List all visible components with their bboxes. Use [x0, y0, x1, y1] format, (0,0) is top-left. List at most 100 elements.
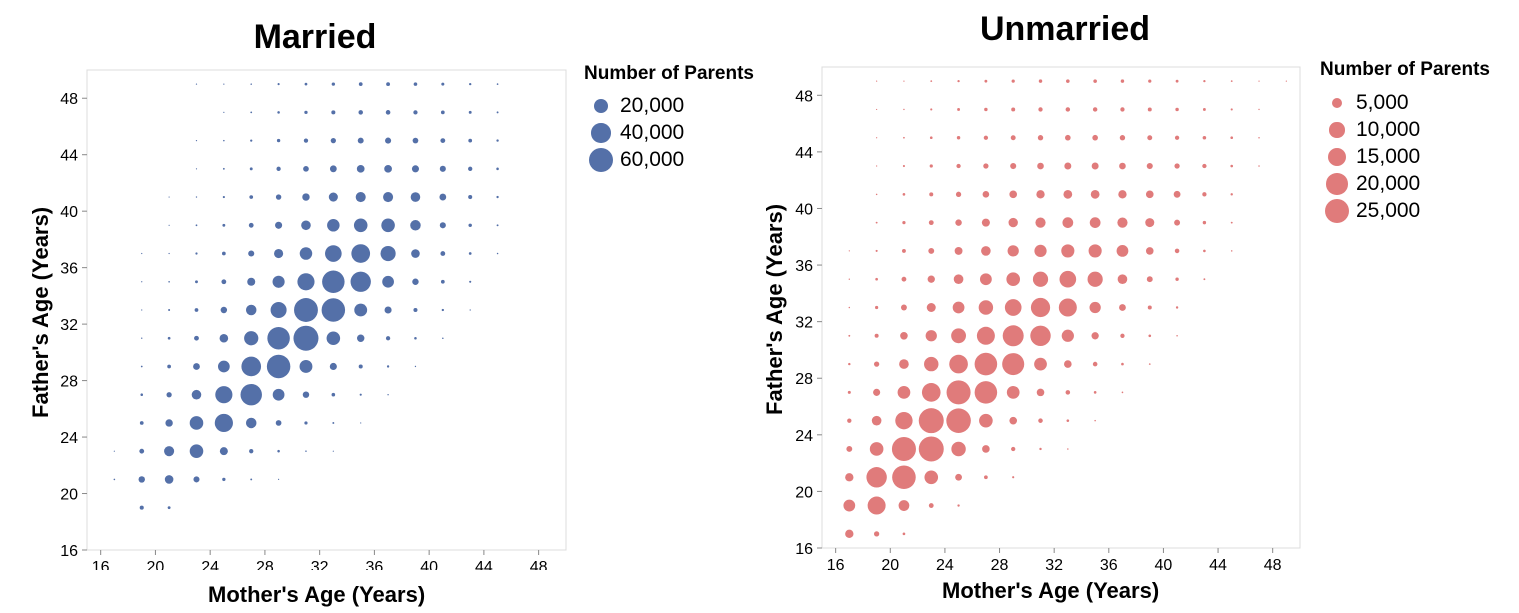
data-point [277, 111, 280, 114]
data-point [141, 281, 143, 283]
data-point [245, 417, 257, 429]
data-point [302, 391, 310, 398]
data-point [351, 244, 371, 263]
data-point [220, 306, 228, 314]
data-point [360, 422, 362, 424]
data-point [141, 252, 143, 255]
data-point [1175, 277, 1179, 281]
data-point [1092, 134, 1098, 141]
data-point [1147, 135, 1153, 141]
data-point [900, 331, 908, 340]
data-point [929, 164, 933, 168]
unmarried-plot: 16 20 24 28 32 36 40 44 48 16 20 24 28 32 36 40 44 48 [795, 66, 1301, 570]
data-point [332, 450, 334, 452]
data-point [1034, 244, 1047, 258]
data-point [873, 531, 880, 537]
data-point [848, 250, 850, 252]
data-point [1012, 476, 1015, 479]
married-plot: 16 20 24 28 32 36 40 44 48 16 20 24 28 32 36 40 44 48 [60, 69, 567, 570]
data-point [892, 465, 916, 490]
legend-item: 5,000 [1324, 91, 1409, 115]
data-point [843, 499, 856, 512]
data-point [1008, 217, 1018, 228]
data-point [385, 110, 391, 115]
data-point [250, 139, 253, 142]
data-point [496, 167, 499, 171]
married-x-axis-title: Mother's Age (Years) [208, 582, 426, 607]
data-point [1093, 79, 1097, 83]
data-point [1089, 217, 1101, 228]
data-point [195, 196, 198, 198]
data-point [1038, 107, 1043, 112]
data-point [278, 478, 280, 481]
data-point [900, 304, 907, 311]
data-point [167, 506, 171, 510]
data-point [412, 137, 419, 144]
data-point [1030, 325, 1051, 347]
data-point [276, 166, 281, 171]
data-point [848, 334, 851, 337]
married-legend-title: Number of Parents [584, 63, 754, 84]
data-point [354, 303, 368, 317]
data-point [139, 505, 144, 510]
data-point [1009, 190, 1017, 199]
data-point [302, 193, 310, 201]
y-tick-label: 20 [60, 487, 78, 504]
data-point [1230, 193, 1233, 196]
data-point [304, 110, 308, 115]
data-point [1119, 162, 1126, 170]
data-point [248, 222, 254, 228]
data-point [869, 442, 884, 456]
data-point [275, 420, 282, 426]
data-point [1064, 360, 1072, 368]
data-point [215, 386, 233, 404]
data-point [1120, 79, 1125, 83]
data-point [1203, 249, 1206, 253]
data-point [1202, 220, 1207, 225]
data-point [1067, 448, 1069, 450]
data-point [1119, 304, 1126, 311]
data-point [382, 275, 394, 288]
data-point [440, 279, 445, 284]
data-point [951, 328, 966, 344]
legend-item: 60,000 [588, 148, 684, 172]
data-point [272, 388, 285, 401]
data-point [355, 192, 366, 203]
data-point [1059, 270, 1077, 288]
data-point [1002, 353, 1025, 376]
x-tick-label: 32 [1045, 557, 1063, 570]
legend-label: 20,000 [1356, 172, 1421, 195]
data-point [1006, 386, 1020, 399]
data-point [168, 308, 171, 312]
data-point [1121, 362, 1124, 366]
data-point [1034, 357, 1047, 371]
data-point [902, 532, 906, 536]
data-point [1145, 247, 1154, 255]
x-tick-label: 44 [475, 559, 493, 570]
data-point [386, 365, 390, 368]
legend-item: 20,000 [1324, 172, 1420, 196]
data-point [866, 467, 887, 488]
data-point [332, 421, 335, 424]
plot-frame [821, 66, 1301, 549]
data-point [1088, 244, 1102, 258]
data-point [214, 413, 233, 433]
data-point [875, 193, 878, 196]
y-tick-label: 36 [795, 258, 813, 275]
data-point [927, 275, 935, 283]
data-point [876, 108, 878, 111]
data-point [1037, 135, 1044, 141]
data-point [1002, 325, 1024, 347]
data-point [240, 383, 262, 406]
data-point [1061, 244, 1075, 258]
data-point [1036, 388, 1045, 397]
data-point [1176, 335, 1178, 337]
y-tick-label: 48 [60, 91, 78, 108]
data-point [165, 419, 173, 427]
data-point [1065, 107, 1071, 112]
data-point [247, 277, 256, 286]
data-point [442, 337, 444, 339]
data-point [195, 224, 198, 227]
data-point [249, 195, 254, 199]
data-point [899, 359, 909, 369]
